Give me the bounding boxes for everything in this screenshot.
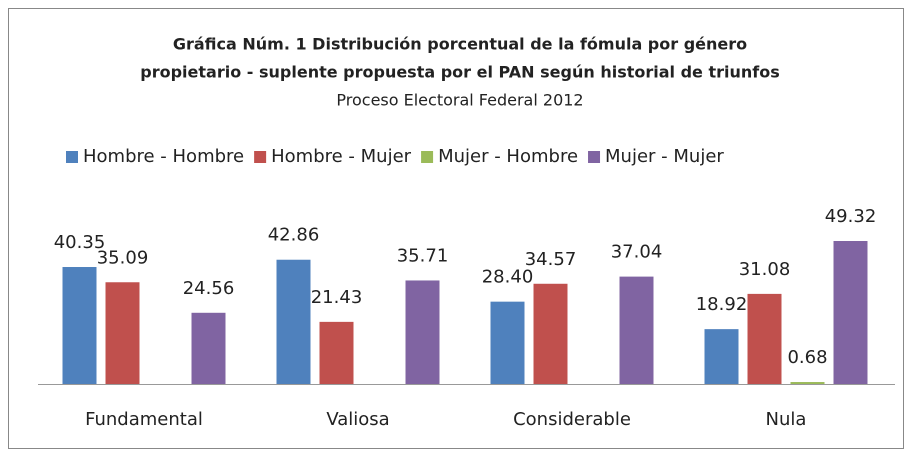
data-label: 18.92 <box>696 294 748 315</box>
bar <box>747 293 782 384</box>
x-tick-label: Nula <box>766 409 807 430</box>
legend-label: Hombre - Hombre <box>83 146 244 167</box>
bar <box>533 283 568 384</box>
bar <box>704 329 739 384</box>
bar <box>191 312 226 384</box>
data-label: 28.40 <box>482 267 534 288</box>
bar <box>619 276 654 384</box>
legend-swatch <box>66 151 78 163</box>
data-label: 34.57 <box>525 249 577 270</box>
x-tick-label: Valiosa <box>326 409 389 430</box>
data-label: 40.35 <box>54 232 106 253</box>
bar <box>833 241 868 384</box>
x-tick-label: Considerable <box>513 409 631 430</box>
data-label: 35.09 <box>97 247 149 268</box>
legend-label: Hombre - Mujer <box>271 146 412 167</box>
data-label: 49.32 <box>825 206 877 227</box>
legend-swatch <box>421 151 434 163</box>
data-label: 21.43 <box>311 287 363 308</box>
data-label: 35.71 <box>397 245 449 266</box>
data-label: 42.86 <box>268 225 320 246</box>
data-label: 0.68 <box>787 347 827 368</box>
legend-label: Mujer - Hombre <box>438 146 578 167</box>
bar <box>105 282 140 384</box>
data-label: 37.04 <box>611 242 663 263</box>
chart-title: propietario - suplente propuesta por el … <box>140 63 779 82</box>
legend-swatch <box>588 151 601 163</box>
bar <box>405 280 440 384</box>
bar <box>276 259 311 384</box>
data-label: 31.08 <box>739 259 791 280</box>
x-tick-label: Fundamental <box>85 409 203 430</box>
data-label: 24.56 <box>183 278 235 299</box>
bar <box>319 321 354 384</box>
legend-label: Mujer - Mujer <box>605 146 724 167</box>
chart-title: Gráfica Núm. 1 Distribución porcentual d… <box>173 35 747 54</box>
bar <box>490 301 525 384</box>
bar <box>62 267 97 384</box>
bar <box>790 382 825 384</box>
legend-swatch <box>254 151 267 163</box>
chart-subtitle: Proceso Electoral Federal 2012 <box>336 91 583 110</box>
